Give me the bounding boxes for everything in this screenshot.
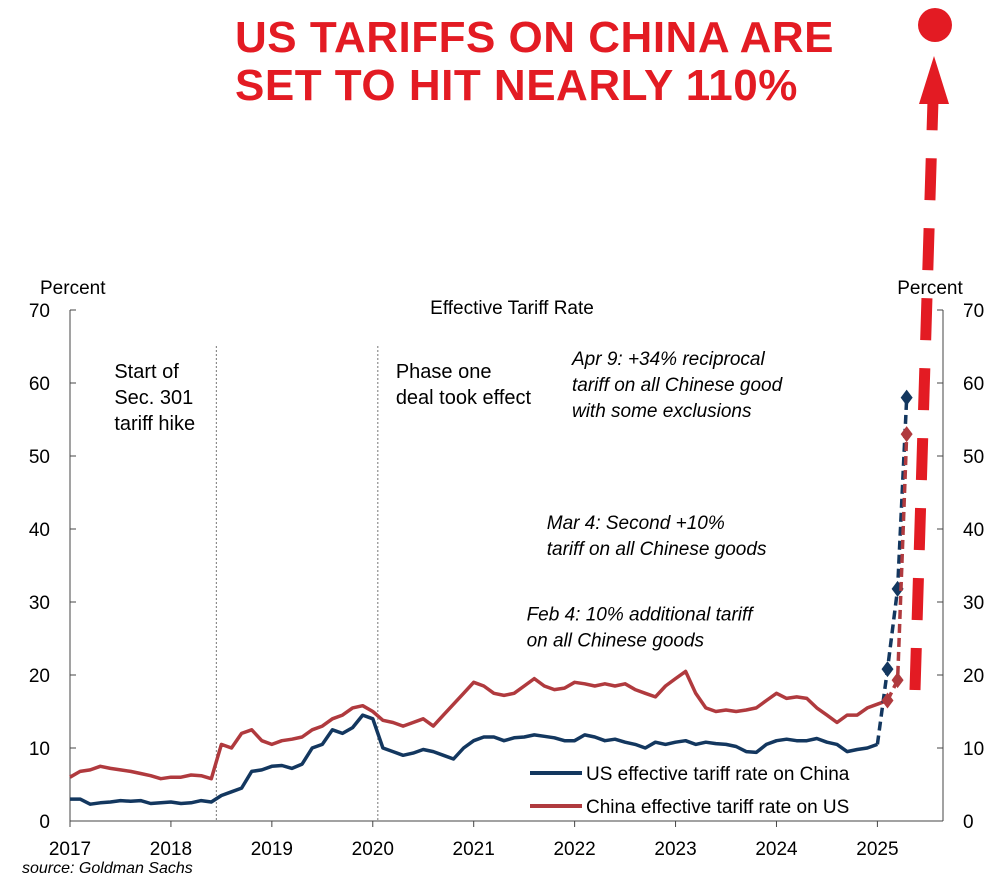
projection-marker — [900, 426, 913, 443]
x-tick-label: 2017 — [49, 839, 91, 860]
annotation-text: Apr 9: +34% reciprocal — [571, 349, 766, 370]
x-tick-label: 2018 — [150, 839, 192, 860]
x-tick-label: 2023 — [654, 839, 696, 860]
x-tick-label: 2025 — [856, 839, 898, 860]
y-tick-label-left: 40 — [29, 520, 50, 541]
y-tick-label-left: 10 — [29, 739, 50, 760]
y-tick-label-right: 50 — [963, 447, 984, 468]
target-dot — [918, 8, 952, 42]
y-tick-label-right: 40 — [963, 520, 984, 541]
series-line — [69, 669, 889, 781]
y-tick-label-left: 30 — [29, 593, 50, 614]
projection-arrow-shaft — [909, 99, 939, 691]
event-label: Sec. 301 — [114, 387, 193, 409]
chart-title: Effective Tariff Rate — [430, 298, 594, 319]
event-label: Start of — [114, 361, 179, 383]
x-tick-label: 2024 — [755, 839, 798, 860]
projection-marker — [900, 389, 913, 406]
headline: US TARIFFS ON CHINA ARE SET TO HIT NEARL… — [235, 14, 834, 110]
x-tick-label: 2020 — [352, 839, 394, 860]
legend-label: China effective tariff rate on US — [586, 797, 849, 818]
projection-marker — [881, 692, 894, 709]
y-tick-label-right: 70 — [963, 301, 984, 322]
x-tick-label: 2019 — [251, 839, 293, 860]
event-label: tariff hike — [114, 413, 195, 435]
y-tick-label-right: 30 — [963, 593, 984, 614]
x-tick-label: 2021 — [453, 839, 495, 860]
event-label: Phase one — [396, 361, 492, 383]
annotation-text: on all Chinese goods — [527, 630, 705, 651]
headline-line-1: US TARIFFS ON CHINA ARE — [235, 13, 834, 62]
y-tick-label-right: 0 — [963, 812, 974, 833]
x-tick-label: 2022 — [553, 839, 595, 860]
projection-line — [885, 434, 909, 702]
projection-arrow-head — [919, 56, 949, 104]
y-tick-label-right: 60 — [963, 374, 984, 395]
y-axis-label-left: Percent — [40, 278, 106, 299]
y-axis-label-right: Percent — [897, 278, 963, 299]
y-tick-label-left: 20 — [29, 666, 50, 687]
annotation-text: tariff on all Chinese goods — [547, 539, 767, 560]
y-tick-label-left: 60 — [29, 374, 50, 395]
y-tick-label-left: 0 — [39, 812, 50, 833]
projection-marker — [891, 672, 904, 689]
source-note: source: Goldman Sachs — [22, 860, 193, 877]
headline-line-2: SET TO HIT NEARLY 110% — [235, 61, 798, 110]
y-tick-label-left: 50 — [29, 447, 50, 468]
projection-marker — [881, 661, 894, 678]
event-label: deal took effect — [396, 387, 532, 409]
annotation-text: tariff on all Chinese good — [572, 375, 784, 396]
y-tick-label-right: 20 — [963, 666, 984, 687]
projection-line — [875, 397, 909, 745]
legend-label: US effective tariff rate on China — [586, 764, 850, 785]
annotation-text: Feb 4: 10% additional tariff — [527, 604, 755, 625]
series-line — [70, 713, 878, 806]
y-tick-label-right: 10 — [963, 739, 984, 760]
annotation-text: with some exclusions — [572, 401, 752, 422]
annotation-text: Mar 4: Second +10% — [547, 513, 725, 534]
y-tick-label-left: 70 — [29, 301, 50, 322]
